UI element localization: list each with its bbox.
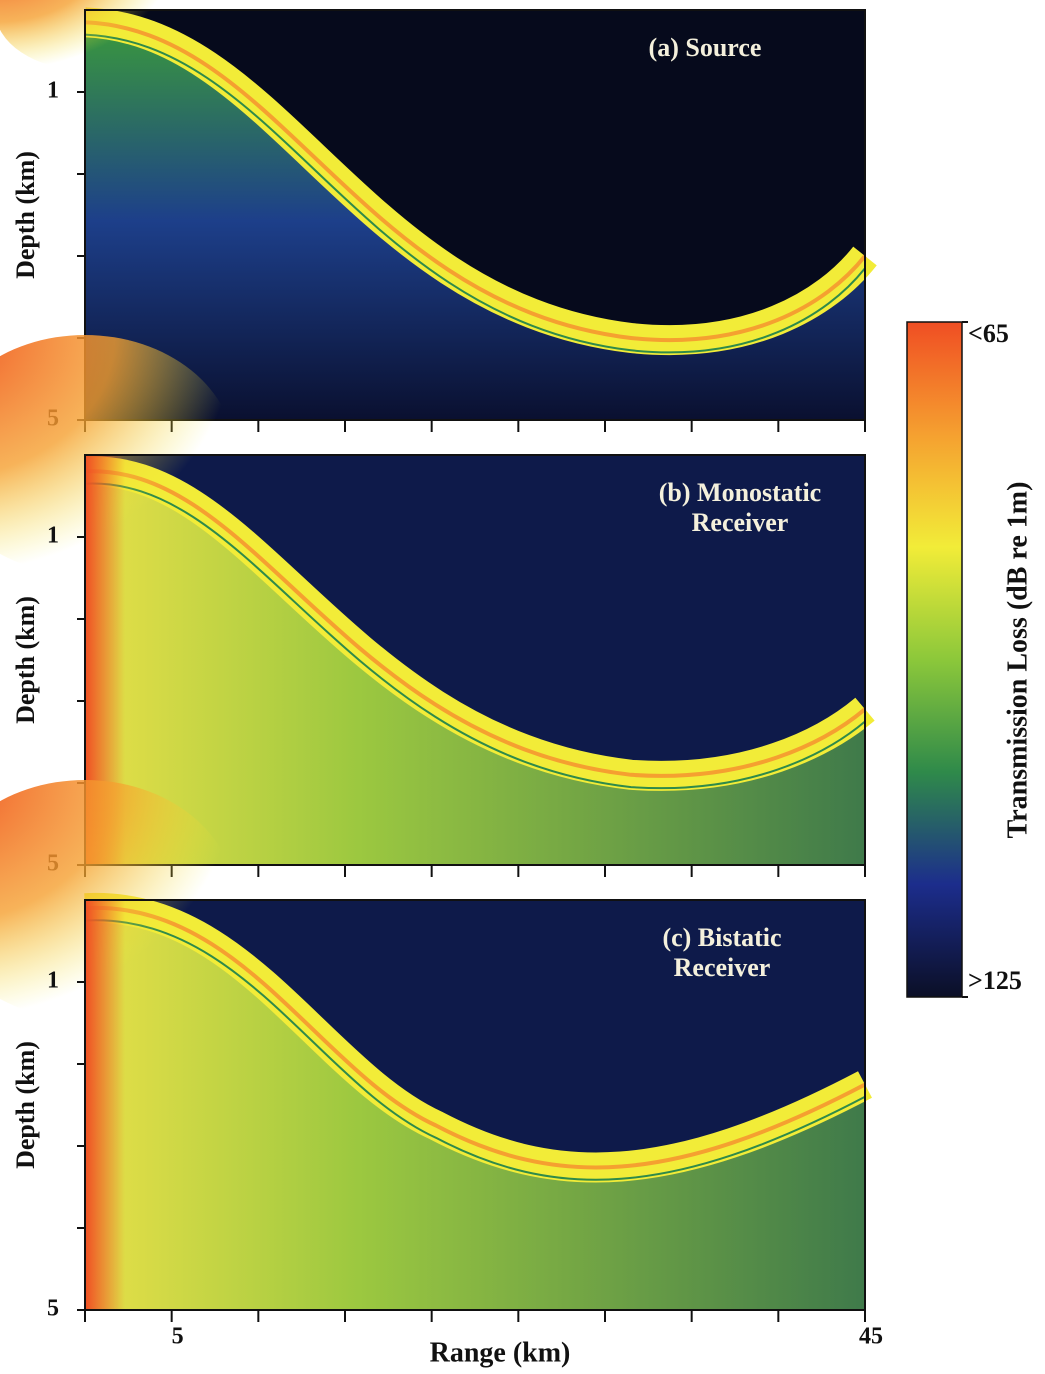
panel-title: (b) Monostatic (659, 478, 821, 507)
near-field (85, 900, 125, 1310)
y-tick-label: 5 (47, 1296, 59, 1322)
field (85, 22, 865, 420)
colorbar-label: Transmission Loss (dB re 1m) (1002, 482, 1033, 839)
ray-band-core (85, 22, 865, 340)
x-axis-label: Range (km) (430, 1337, 571, 1368)
heatmap-panel (0, 335, 865, 865)
y-axis-label: Depth (km) (11, 151, 40, 279)
source-blob (0, 0, 175, 70)
field-region (85, 22, 865, 421)
y-axis-label: Depth (km) (11, 596, 40, 724)
ray-band-edge (85, 35, 865, 353)
panel-frame (84, 454, 866, 866)
colorbar-tick-label: >125 (968, 966, 1022, 995)
heatmap-panel (0, 0, 865, 420)
colorbar (906, 321, 963, 998)
panel-title: (c) Bistatic (662, 923, 781, 952)
field-region (85, 471, 865, 865)
y-axis-label: Depth (km) (11, 1041, 40, 1169)
heatmap-panel (0, 780, 865, 1310)
x-tick-label: 5 (172, 1324, 184, 1350)
colorbar-tick-label: <65 (968, 319, 1009, 348)
y-tick-label: 1 (47, 523, 59, 549)
panel-frame (84, 9, 866, 421)
panel-frame (84, 899, 866, 1311)
y-tick-label: 1 (47, 78, 59, 104)
panel-title: Receiver (674, 953, 771, 982)
panel-title: Receiver (692, 508, 789, 537)
panel-title: (a) Source (649, 33, 762, 62)
y-tick-label: 1 (47, 968, 59, 994)
x-tick-label: 45 (859, 1324, 883, 1350)
